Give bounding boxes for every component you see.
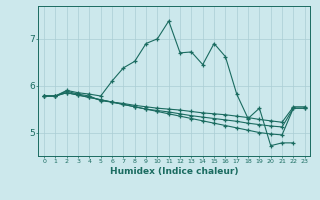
X-axis label: Humidex (Indice chaleur): Humidex (Indice chaleur) <box>110 167 239 176</box>
